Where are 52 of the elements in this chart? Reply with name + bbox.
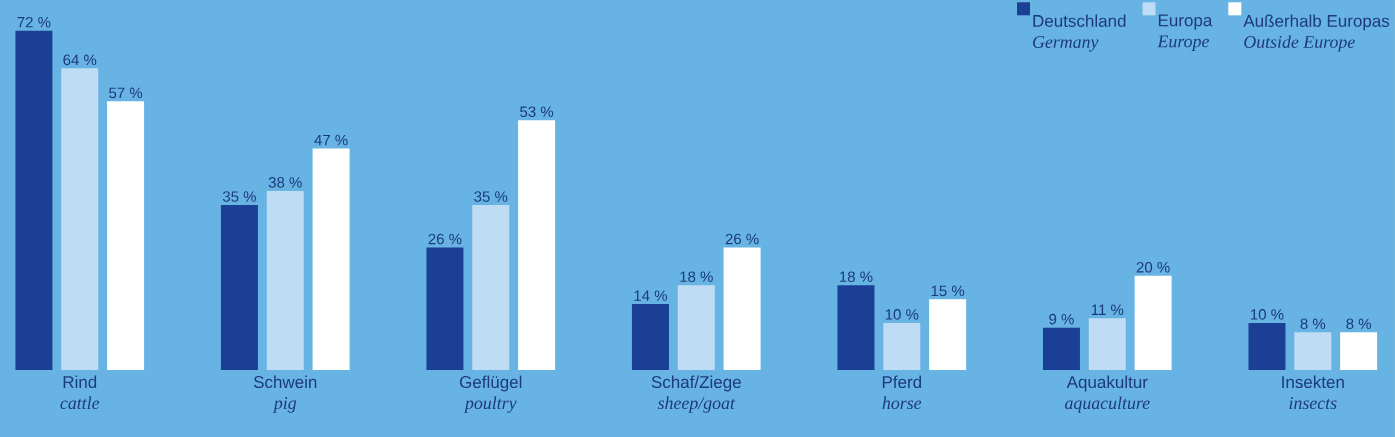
data-label: 8 % [1300,318,1326,330]
data-label: 53 % [520,106,554,117]
bar [883,322,921,371]
bar [426,247,464,371]
data-label: 11 % [1091,304,1124,315]
bar [266,190,304,371]
bar [1248,322,1286,371]
data-label: 38 % [268,177,302,188]
x-tick-label: Pferd horse [882,375,922,410]
bar [107,101,145,371]
x-tick-label: Schaf/Ziege sheep/goat [651,375,741,413]
data-label: 8 % [1346,318,1371,330]
bar [929,299,967,371]
data-label: 18 % [840,271,873,282]
data-label: 57 % [109,87,143,99]
legend-label: Außerhalb Europas Outside Europe [1243,14,1390,52]
data-label: 18 % [680,271,713,282]
bar [1134,275,1172,371]
bar [1340,332,1378,371]
bar [677,285,715,371]
x-tick-label: Rind cattle [60,375,100,410]
legend-label: Europa Europe [1157,14,1213,51]
bar [723,247,761,371]
x-tick-label: Aquakultur aquaculture [1065,375,1150,413]
bar [1294,332,1332,371]
data-label: 10 % [885,309,919,320]
x-tick-label: Geflügel poultry [459,375,522,413]
bar [1088,318,1126,371]
data-label: 14 % [634,290,667,301]
data-label: 26 % [428,233,462,245]
x-tick-label: Schwein pig [253,375,317,413]
bar [220,205,258,371]
data-label: 35 % [474,191,508,202]
bar [837,285,875,371]
bar [312,148,350,371]
bar [1042,327,1080,371]
bar [472,205,510,371]
data-label: 72 % [17,16,51,28]
bar [15,30,53,371]
data-label: 47 % [314,134,348,146]
x-tick-label: Insekten insects [1282,375,1344,410]
data-label: 64 % [63,54,97,66]
bar [61,68,99,371]
data-label: 20 % [1136,261,1170,273]
bar [631,304,669,371]
data-label: 10 % [1251,309,1284,320]
legend-label: Deutschland Germany [1033,14,1126,52]
data-label: 9 % [1049,313,1074,325]
bar [518,120,556,371]
data-label: 15 % [931,285,965,297]
data-label: 26 % [725,233,759,245]
data-label: 35 % [222,191,256,202]
